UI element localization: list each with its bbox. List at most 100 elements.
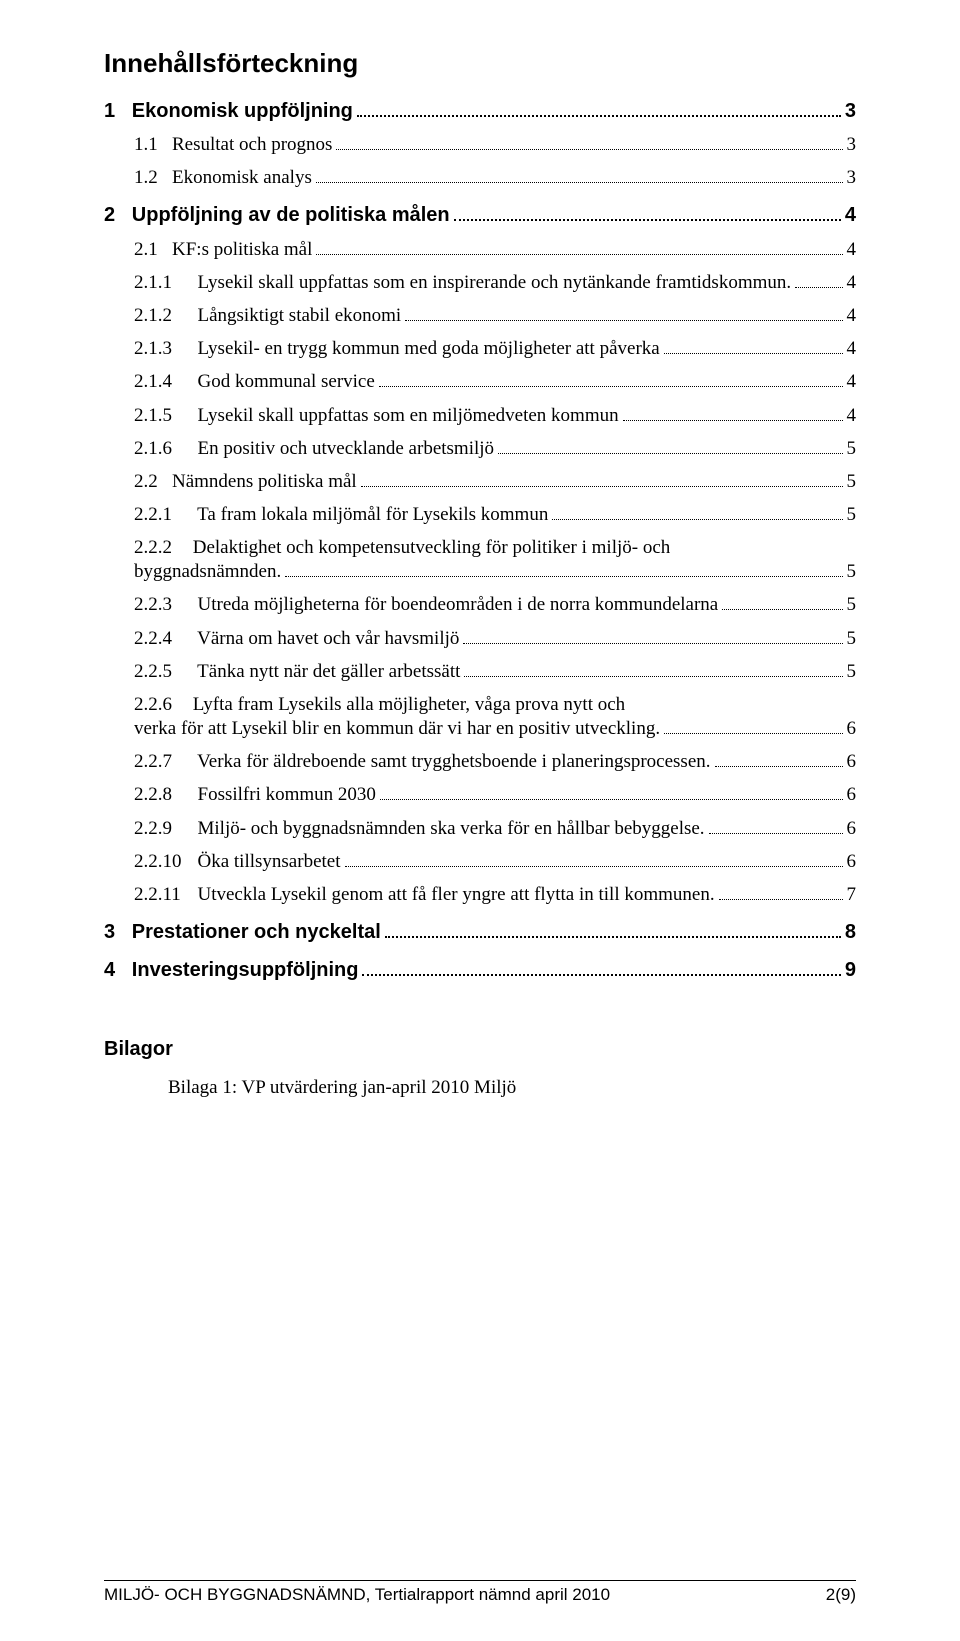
toc-text: Lysekil- en trygg kommun med goda möjlig…	[188, 338, 660, 360]
toc-leader	[362, 958, 840, 976]
toc-line1: 2.2.2 Delaktighet och kompetensutvecklin…	[134, 537, 856, 559]
toc-entry: 2.2.7 Verka för äldreboende samt trygghe…	[104, 751, 856, 773]
toc-entry: 1.2 Ekonomisk analys 3	[104, 167, 856, 189]
toc-num: 2.2.11	[134, 884, 188, 906]
toc-label: 2.2 Nämndens politiska mål	[134, 471, 357, 493]
toc-num: 2.2.7	[134, 751, 188, 773]
toc-entry: 1 Ekonomisk uppföljning3	[104, 99, 856, 123]
toc-leader	[316, 238, 842, 254]
toc-entry: 2.2.6 Lyfta fram Lysekils alla möjlighet…	[104, 694, 856, 740]
toc-entry: 2.2.3 Utreda möjligheterna för boendeomr…	[104, 594, 856, 616]
toc-text-part1: Delaktighet och kompetensutveckling för …	[188, 537, 670, 558]
toc-leader	[552, 504, 842, 520]
toc-entry: 2.2 Nämndens politiska mål 5	[104, 471, 856, 493]
toc-page: 5	[847, 471, 857, 493]
toc-page: 8	[845, 921, 856, 944]
toc-leader	[709, 817, 843, 833]
toc-text: God kommunal service	[188, 371, 375, 393]
toc-leader	[722, 594, 842, 610]
toc-leader	[664, 718, 842, 734]
toc-text: Tänka nytt när det gäller arbetssätt	[188, 661, 460, 683]
toc-page: 3	[845, 100, 856, 123]
toc-label: 2 Uppföljning av de politiska målen	[104, 204, 450, 227]
toc-num: 2.2.1	[134, 504, 188, 526]
toc-text: Öka tillsynsarbetet	[188, 851, 341, 873]
toc-leader	[336, 134, 842, 150]
toc-leader	[316, 167, 843, 183]
toc-entry: 2.2.8 Fossilfri kommun 2030 6	[104, 784, 856, 806]
toc-entry: 2.2.10 Öka tillsynsarbetet6	[104, 851, 856, 873]
bilagor-list: Bilaga 1: VP utvärdering jan-april 2010 …	[104, 1077, 856, 1099]
bilagor-heading: Bilagor	[104, 1038, 856, 1061]
toc-leader	[357, 99, 841, 117]
toc-entry: 2.2.1 Ta fram lokala miljömål för Lyseki…	[104, 504, 856, 526]
toc-leader	[795, 272, 842, 288]
toc-text: Fossilfri kommun 2030	[188, 784, 376, 806]
toc-num: 2.1.1	[134, 272, 188, 294]
toc-label: 3 Prestationer och nyckeltal	[104, 921, 381, 944]
toc-num: 2.1.3	[134, 338, 188, 360]
toc-leader	[385, 920, 841, 938]
page-footer: MILJÖ- OCH BYGGNADSNÄMND, Tertialrapport…	[104, 1580, 856, 1605]
toc-page: 6	[847, 784, 857, 806]
toc-page: 5	[847, 504, 857, 526]
toc-leader	[345, 851, 843, 867]
page-title: Innehållsförteckning	[104, 48, 856, 79]
toc-page: 4	[845, 204, 856, 227]
footer-left: MILJÖ- OCH BYGGNADSNÄMND, Tertialrapport…	[104, 1585, 610, 1605]
toc-text: Verka för äldreboende samt trygghetsboen…	[188, 751, 711, 773]
toc-leader	[463, 627, 842, 643]
toc-page: 6	[847, 818, 857, 840]
toc-leader	[405, 305, 842, 321]
toc-text: Värna om havet och vår havsmiljö	[188, 628, 459, 650]
toc-entry: 2.1.5 Lysekil skall uppfattas som en mil…	[104, 404, 856, 426]
toc-num: 2.2.8	[134, 784, 188, 806]
toc-entry: 2.2.2 Delaktighet och kompetensutvecklin…	[104, 537, 856, 583]
footer-row: MILJÖ- OCH BYGGNADSNÄMND, Tertialrapport…	[104, 1585, 856, 1605]
toc-text: Miljö- och byggnadsnämnden ska verka för…	[188, 818, 705, 840]
toc-text-part2: verka för att Lysekil blir en kommun där…	[134, 718, 660, 740]
toc-page: 5	[847, 561, 857, 583]
toc-entry: 2.1 KF:s politiska mål4	[104, 238, 856, 260]
toc-leader	[285, 561, 842, 577]
footer-rule	[104, 1580, 856, 1581]
toc-leader	[664, 338, 843, 354]
toc-text-part2: byggnadsnämnden.	[134, 561, 281, 583]
toc-text: Utreda möjligheterna för boendeområden i…	[188, 594, 718, 616]
toc-leader	[719, 884, 843, 900]
toc-line2: verka för att Lysekil blir en kommun där…	[134, 718, 856, 740]
toc-leader	[361, 471, 843, 487]
toc-num: 2.1.4	[134, 371, 188, 393]
toc-page: 4	[847, 338, 857, 360]
toc-num: 2.2.9	[134, 818, 188, 840]
toc-entry: 2.1.3 Lysekil- en trygg kommun med goda …	[104, 338, 856, 360]
toc-line2: byggnadsnämnden. 5	[134, 561, 856, 583]
toc-num: 2.1.6	[134, 438, 188, 460]
toc-leader	[380, 784, 843, 800]
toc-label: 1.2 Ekonomisk analys	[134, 167, 312, 189]
toc-text: Lysekil skall uppfattas som en inspirera…	[188, 272, 791, 294]
toc-num: 2.2.4	[134, 628, 188, 650]
toc-page: 3	[847, 167, 857, 189]
toc-entry: 2.1.2 Långsiktigt stabil ekonomi4	[104, 305, 856, 327]
toc-entry: 4 Investeringsuppföljning9	[104, 958, 856, 982]
toc-page: 6	[847, 751, 857, 773]
toc-entry: 2.2.9 Miljö- och byggnadsnämnden ska ver…	[104, 817, 856, 839]
toc-entry: 2.2.11 Utveckla Lysekil genom att få fle…	[104, 884, 856, 906]
toc-entry: 1.1 Resultat och prognos3	[104, 134, 856, 156]
toc-line1: 2.2.6 Lyfta fram Lysekils alla möjlighet…	[134, 694, 856, 716]
toc-page: 6	[847, 718, 857, 740]
toc-entry: 2.1.6 En positiv och utvecklande arbetsm…	[104, 438, 856, 460]
toc-entry: 2.2.5 Tänka nytt när det gäller arbetssä…	[104, 661, 856, 683]
toc-page: 4	[847, 272, 857, 294]
toc-num: 2.2.3	[134, 594, 188, 616]
toc-num: 2.1.2	[134, 305, 188, 327]
table-of-contents: 1 Ekonomisk uppföljning3 1.1 Resultat och…	[104, 99, 856, 982]
bilaga-item: Bilaga 1: VP utvärdering jan-april 2010 …	[104, 1077, 856, 1099]
footer-right: 2(9)	[826, 1585, 856, 1605]
toc-text: Långsiktigt stabil ekonomi	[188, 305, 401, 327]
toc-num: 2.2.10	[134, 851, 188, 873]
toc-leader	[623, 404, 843, 420]
toc-label: 4 Investeringsuppföljning	[104, 959, 358, 982]
toc-entry: 2.1.1 Lysekil skall uppfattas som en ins…	[104, 272, 856, 294]
